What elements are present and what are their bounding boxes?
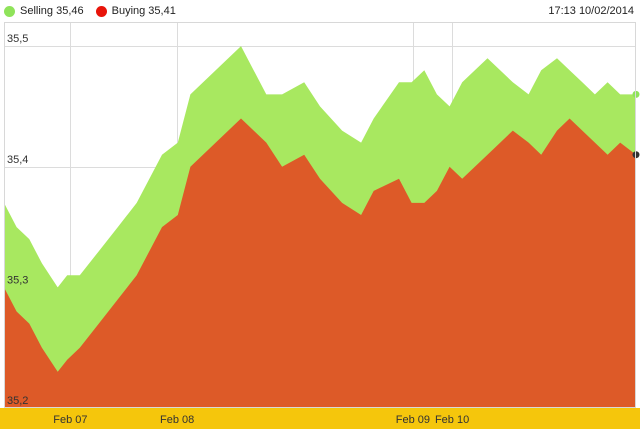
legend-label-buying: Buying 35,41 <box>111 5 176 17</box>
x-tick-label-0: Feb 07 <box>53 414 87 426</box>
x-tick-label-2: Feb 09 <box>396 414 430 426</box>
y-tick-label-3: 35,5 <box>7 33 28 45</box>
legend-item-selling[interactable]: Selling 35,46 <box>4 5 84 17</box>
chart-legend: Selling 35,46 Buying 35,41 <box>4 3 188 19</box>
timestamp: 17:13 10/02/2014 <box>548 5 634 17</box>
y-axis-labels: 35,2 35,3 35,4 35,5 <box>7 33 28 407</box>
x-axis-band <box>0 408 640 429</box>
x-axis-labels: Feb 07 Feb 08 Feb 09 Feb 10 <box>53 414 469 426</box>
y-tick-label-2: 35,4 <box>7 154 28 166</box>
x-tick-label-3: Feb 10 <box>435 414 469 426</box>
legend-label-selling: Selling 35,46 <box>20 5 84 17</box>
y-tick-label-1: 35,3 <box>7 274 28 286</box>
legend-item-buying[interactable]: Buying 35,41 <box>95 5 176 17</box>
y-tick-label-0: 35,2 <box>7 395 28 407</box>
selling-dot-icon <box>4 5 15 17</box>
series-areas <box>4 46 640 408</box>
series-area-buying[interactable] <box>4 118 636 409</box>
plot-border <box>4 22 636 408</box>
buying-dot-icon <box>95 5 107 17</box>
x-tick-label-1: Feb 08 <box>160 414 194 426</box>
